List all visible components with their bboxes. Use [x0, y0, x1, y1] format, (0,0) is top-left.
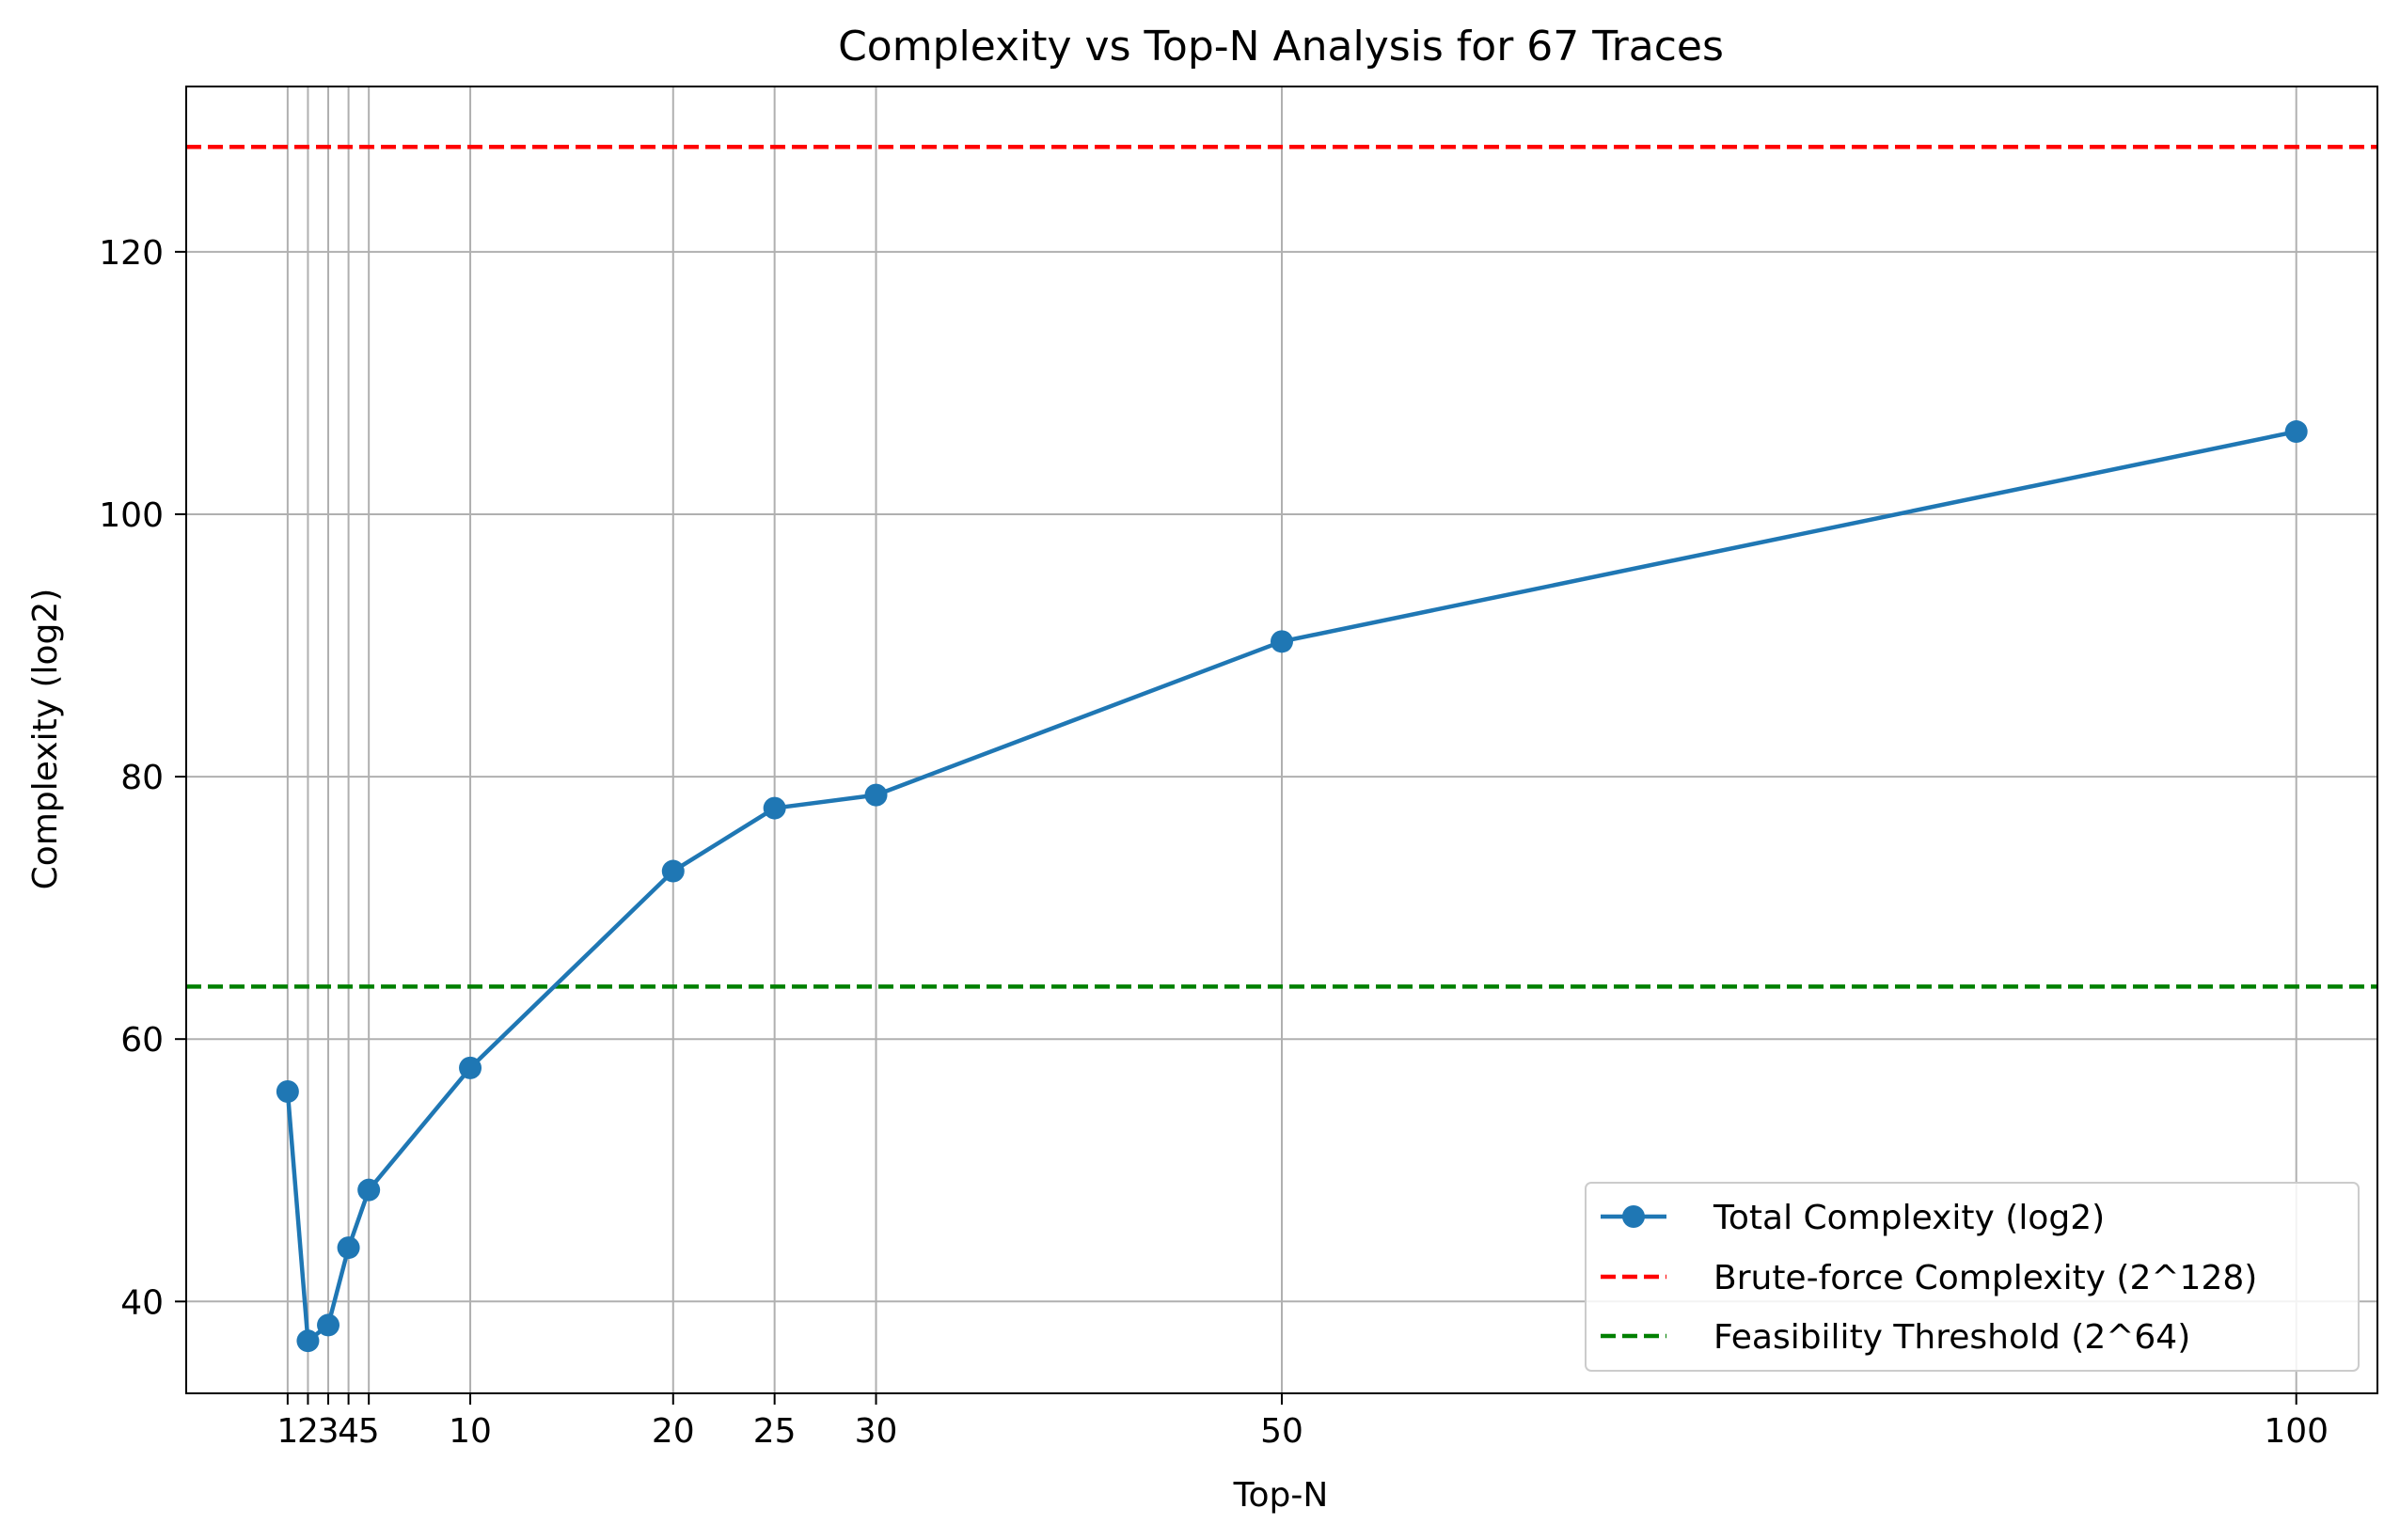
y-tick-label: 100 [99, 496, 164, 535]
x-tick-label: 100 [2264, 1412, 2329, 1451]
legend-box [1585, 1182, 2360, 1372]
x-tick-label: 3 [318, 1412, 339, 1451]
series-layer [276, 420, 2308, 1353]
y-axis-label: Complexity (log2) [26, 589, 65, 890]
data-point [864, 783, 888, 807]
legend-marker-series [1622, 1205, 1645, 1228]
data-point [337, 1236, 360, 1260]
x-tick-label: 30 [855, 1412, 898, 1451]
x-tick-label: 10 [449, 1412, 492, 1451]
x-tick-label: 4 [338, 1412, 359, 1451]
data-point [661, 859, 685, 883]
y-axis-ticks: 40 60 80 100 120 [99, 234, 186, 1322]
chart-title: Complexity vs Top-N Analysis for 67 Trac… [838, 23, 1724, 71]
y-tick-label: 120 [99, 234, 164, 273]
data-point [1271, 630, 1293, 653]
x-tick-label: 1 [276, 1412, 298, 1451]
data-point [763, 796, 786, 820]
y-tick-label: 80 [120, 759, 164, 797]
x-axis-label: Top-N [1233, 1476, 1329, 1515]
x-tick-label: 20 [652, 1412, 695, 1451]
data-point [276, 1080, 299, 1104]
x-tick-label: 25 [753, 1412, 797, 1451]
y-tick-label: 60 [120, 1021, 164, 1060]
data-point [357, 1178, 381, 1202]
data-point [2284, 420, 2308, 444]
y-tick-label: 40 [120, 1283, 164, 1322]
reference-lines [186, 144, 2377, 989]
x-tick-label: 50 [1260, 1412, 1303, 1451]
legend: Total Complexity (log2) Brute-force Comp… [1585, 1182, 2360, 1372]
x-tick-label: 2 [297, 1412, 319, 1451]
data-point [317, 1313, 340, 1337]
legend-label-feasibility: Feasibility Threshold (2^64) [1713, 1318, 2190, 1357]
legend-label-series: Total Complexity (log2) [1713, 1199, 2105, 1237]
x-tick-label: 5 [358, 1412, 380, 1451]
grid [186, 86, 2377, 1393]
data-point [296, 1329, 320, 1353]
data-point [459, 1056, 482, 1079]
legend-label-bruteforce: Brute-force Complexity (2^128) [1713, 1259, 2257, 1297]
